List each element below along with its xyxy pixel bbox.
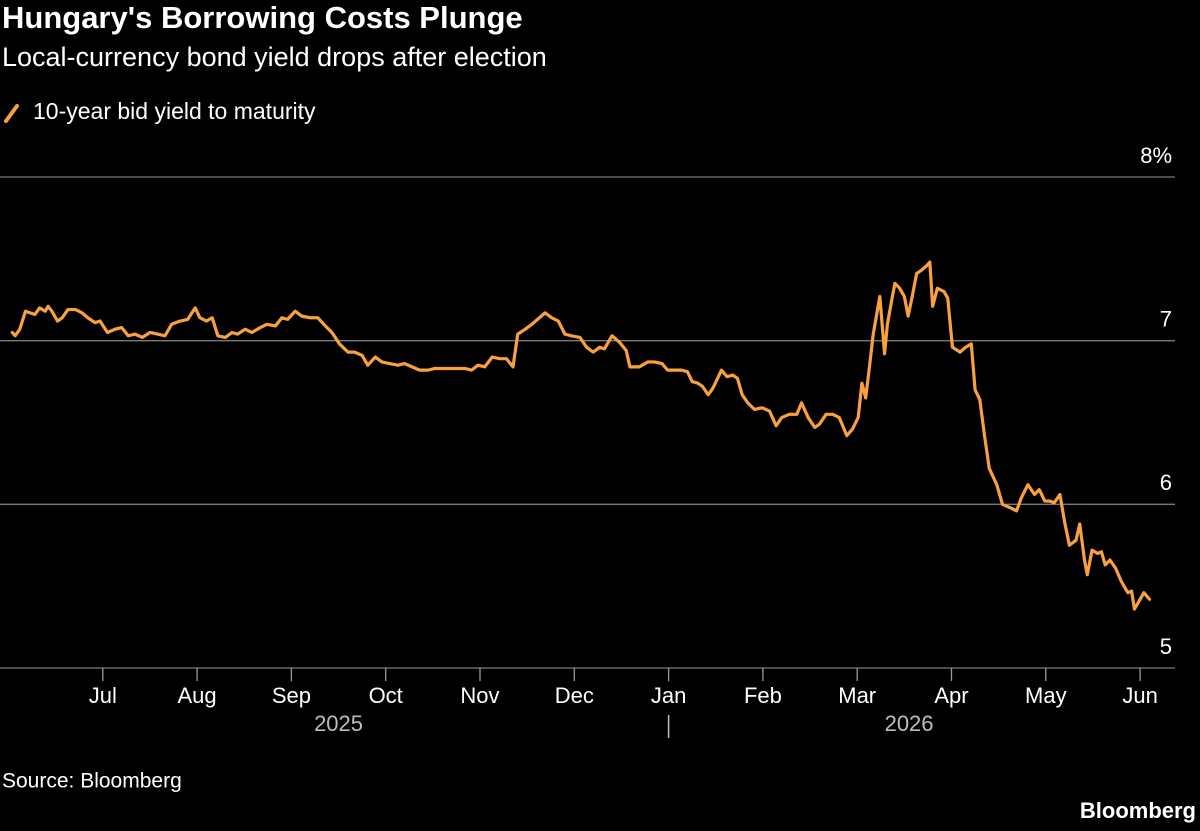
x-tick-label: Mar <box>838 683 876 708</box>
x-tick-label: May <box>1025 683 1067 708</box>
x-tick-label: Feb <box>744 683 782 708</box>
x-tick-label: Nov <box>460 683 499 708</box>
x-tick-label: Dec <box>555 683 594 708</box>
year-label: 2026 <box>885 711 934 736</box>
x-tick-label: Jun <box>1122 683 1157 708</box>
chart-title: Hungary's Borrowing Costs Plunge <box>2 0 523 35</box>
x-tick-label: Jan <box>651 683 686 708</box>
chart-subtitle: Local-currency bond yield drops after el… <box>2 42 547 72</box>
credit: Bloomberg <box>1080 798 1196 823</box>
y-tick-label: 8% <box>1140 143 1172 168</box>
x-tick-label: Aug <box>178 683 217 708</box>
y-tick-label: 7 <box>1160 306 1172 331</box>
legend-label: 10-year bid yield to maturity <box>33 98 316 124</box>
data-line <box>10 260 1152 611</box>
year-label: 2025 <box>314 711 363 736</box>
x-tick-label: Apr <box>934 683 968 708</box>
x-tick-label: Sep <box>272 683 311 708</box>
legend-swatch <box>4 104 19 123</box>
y-tick-label: 5 <box>1160 634 1172 659</box>
y-tick-label: 6 <box>1160 470 1172 495</box>
x-tick-label: Jul <box>89 683 117 708</box>
x-tick-label: Oct <box>369 683 403 708</box>
source: Source: Bloomberg <box>2 770 182 793</box>
